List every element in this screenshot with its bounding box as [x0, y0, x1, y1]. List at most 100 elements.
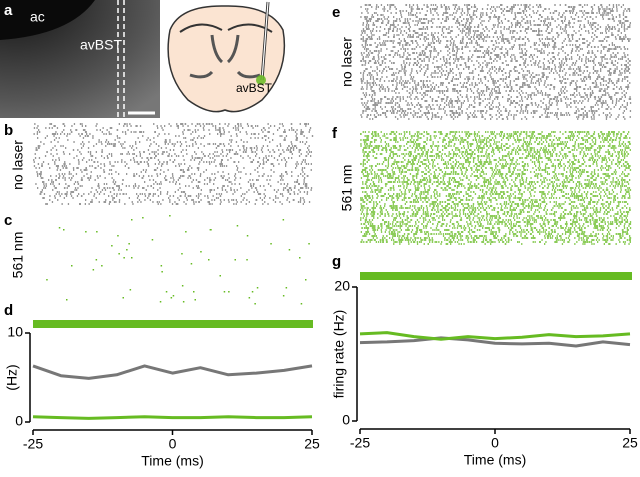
panel-label: b — [4, 122, 13, 139]
x-tick-label: -25 — [350, 435, 370, 451]
series-line — [32, 364, 313, 380]
raster-tick — [101, 265, 103, 267]
panel-label: c — [4, 212, 12, 229]
corpus-callosum — [179, 23, 273, 33]
raster-tick — [161, 271, 163, 273]
raster-tick — [282, 295, 285, 297]
image-label: avBST — [80, 37, 122, 53]
raster-tick — [129, 289, 132, 291]
ventricle — [210, 34, 240, 64]
raster-tick — [193, 291, 195, 293]
raster-tick — [181, 253, 183, 255]
raster-tick — [285, 287, 288, 289]
raster-tick — [169, 215, 171, 217]
raster-tick — [236, 225, 239, 227]
raster-tick — [96, 231, 98, 233]
raster-tick — [151, 239, 154, 241]
raster-tick — [288, 249, 291, 251]
y-tick-label: 20 — [334, 278, 350, 294]
raster-tick — [46, 279, 48, 281]
raster-label: 561 nm — [339, 165, 355, 212]
raster-tick — [181, 285, 184, 287]
x-axis-label: Time (ms) — [464, 452, 526, 468]
raster-tick — [256, 287, 259, 289]
x-tick-label: 0 — [491, 435, 499, 451]
raster-tick — [300, 303, 303, 305]
schematic-label: avBST — [236, 81, 273, 95]
raster-tick — [185, 231, 187, 233]
raster-tick — [126, 249, 128, 251]
light-spot — [256, 75, 266, 85]
raster-tick — [248, 297, 251, 299]
raster-tick — [66, 299, 68, 301]
series-line — [359, 331, 631, 341]
raster-tick — [118, 253, 120, 255]
raster-tick — [251, 291, 254, 293]
panel-label: g — [332, 253, 341, 270]
x-tick-label: 25 — [304, 436, 320, 452]
raster-tick — [131, 219, 133, 221]
ventricle — [0, 0, 95, 40]
y-tick-label: 0 — [15, 413, 23, 429]
raster-tick — [63, 229, 65, 231]
raster-tick — [182, 301, 185, 303]
x-tick-label: -25 — [23, 436, 43, 452]
raster-tick — [111, 245, 113, 247]
raster-tick — [159, 301, 162, 303]
y-tick-label: 0 — [342, 412, 350, 428]
optrode — [261, 1, 269, 81]
x-axis-label: Time (ms) — [141, 453, 203, 469]
raster-tick — [270, 243, 272, 245]
x-tick-label: 0 — [169, 436, 177, 452]
raster-tick — [246, 235, 249, 237]
panel-label: a — [4, 2, 13, 19]
raster-tick — [282, 219, 285, 221]
raster-label: no laser — [10, 140, 26, 190]
raster — [360, 131, 632, 245]
commissure — [189, 70, 261, 79]
raster-tick — [58, 227, 61, 229]
raster-tick — [128, 243, 130, 245]
raster-tick — [160, 265, 163, 267]
raster-tick — [71, 265, 73, 267]
raster-tick — [190, 263, 193, 265]
raster-tick — [85, 231, 87, 233]
raster-tick — [117, 235, 119, 237]
raster-tick — [305, 279, 307, 281]
raster-tick — [200, 251, 202, 253]
raster-tick — [234, 259, 236, 261]
raster-tick — [210, 229, 212, 231]
y-axis-label: firing rate (Hz) — [331, 310, 347, 399]
raster-tick — [219, 275, 221, 277]
panel-label: e — [332, 4, 340, 21]
panel-label: d — [4, 302, 13, 319]
panel-label: f — [332, 125, 338, 142]
image-label: ac — [30, 9, 45, 25]
raster-tick — [254, 303, 256, 305]
raster-tick — [165, 291, 168, 293]
raster-tick — [299, 257, 301, 259]
laser-bar — [360, 272, 632, 280]
x-tick-label: 25 — [622, 435, 638, 451]
series-line — [359, 336, 631, 348]
raster-tick — [92, 269, 95, 271]
raster-tick — [194, 299, 196, 301]
y-tick-label: 10 — [7, 324, 23, 340]
y-axis-label: (Hz) — [4, 364, 20, 390]
raster — [360, 4, 632, 120]
raster-label: no laser — [339, 37, 355, 87]
raster-tick — [223, 291, 226, 293]
series-line — [32, 415, 313, 420]
raster-tick — [122, 297, 124, 299]
raster-tick — [131, 257, 133, 259]
raster-tick — [228, 291, 230, 293]
raster — [33, 123, 314, 205]
raster-tick — [246, 259, 248, 261]
brain-outline — [167, 5, 286, 113]
raster-tick — [208, 259, 210, 261]
laser-bar — [33, 320, 313, 328]
raster-tick — [123, 257, 125, 259]
raster-tick — [95, 259, 98, 261]
raster-tick — [142, 217, 144, 219]
